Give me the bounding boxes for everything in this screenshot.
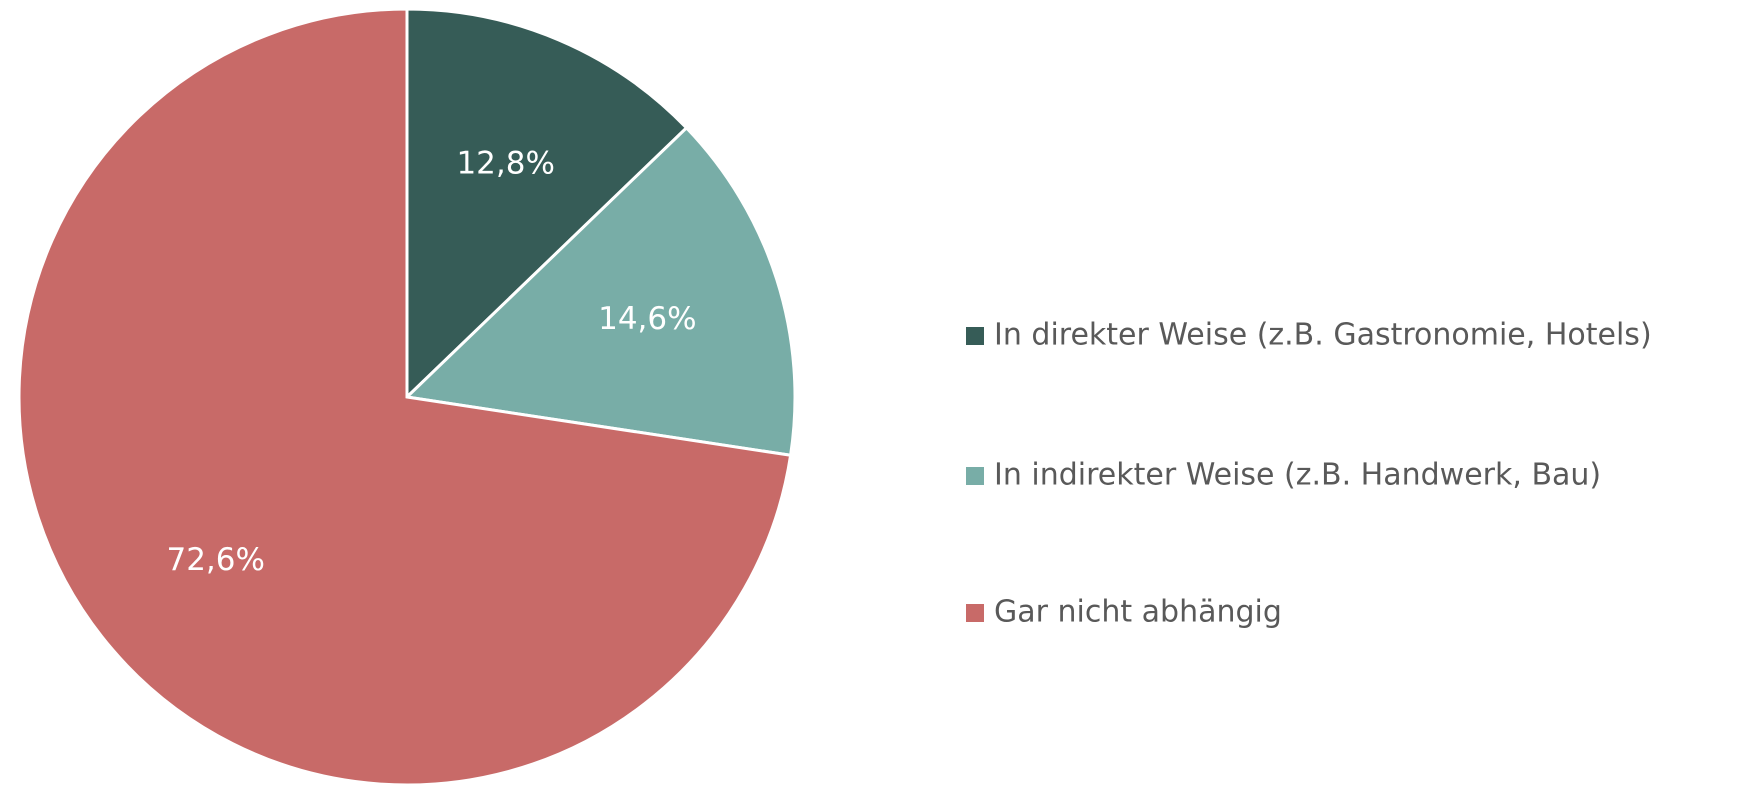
legend-swatch bbox=[966, 327, 984, 345]
pie-slice bbox=[405, 7, 689, 401]
pie-slice bbox=[17, 7, 793, 787]
value-label: 12,8% bbox=[456, 145, 554, 181]
legend-label: Gar nicht abhängig bbox=[994, 595, 1282, 630]
legend-swatch bbox=[966, 467, 984, 485]
value-label: 72,6% bbox=[166, 542, 264, 578]
legend-label: In direkter Weise (z.B. Gastronomie, Hot… bbox=[994, 318, 1652, 353]
value-label: 14,6% bbox=[598, 301, 696, 337]
legend-label: In indirekter Weise (z.B. Handwerk, Bau) bbox=[994, 458, 1601, 493]
legend-swatch bbox=[966, 604, 984, 622]
pie-slice bbox=[403, 125, 797, 457]
